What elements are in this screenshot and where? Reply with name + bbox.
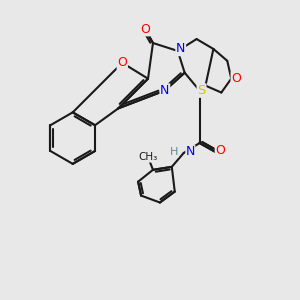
Text: O: O xyxy=(215,145,225,158)
Text: N: N xyxy=(186,146,195,158)
Text: S: S xyxy=(197,84,206,97)
Text: N: N xyxy=(160,84,170,97)
Text: O: O xyxy=(117,56,127,69)
Text: O: O xyxy=(231,72,241,85)
Text: CH₃: CH₃ xyxy=(138,152,158,162)
Text: H: H xyxy=(170,147,179,157)
Text: N: N xyxy=(176,42,185,56)
Text: O: O xyxy=(140,22,150,36)
